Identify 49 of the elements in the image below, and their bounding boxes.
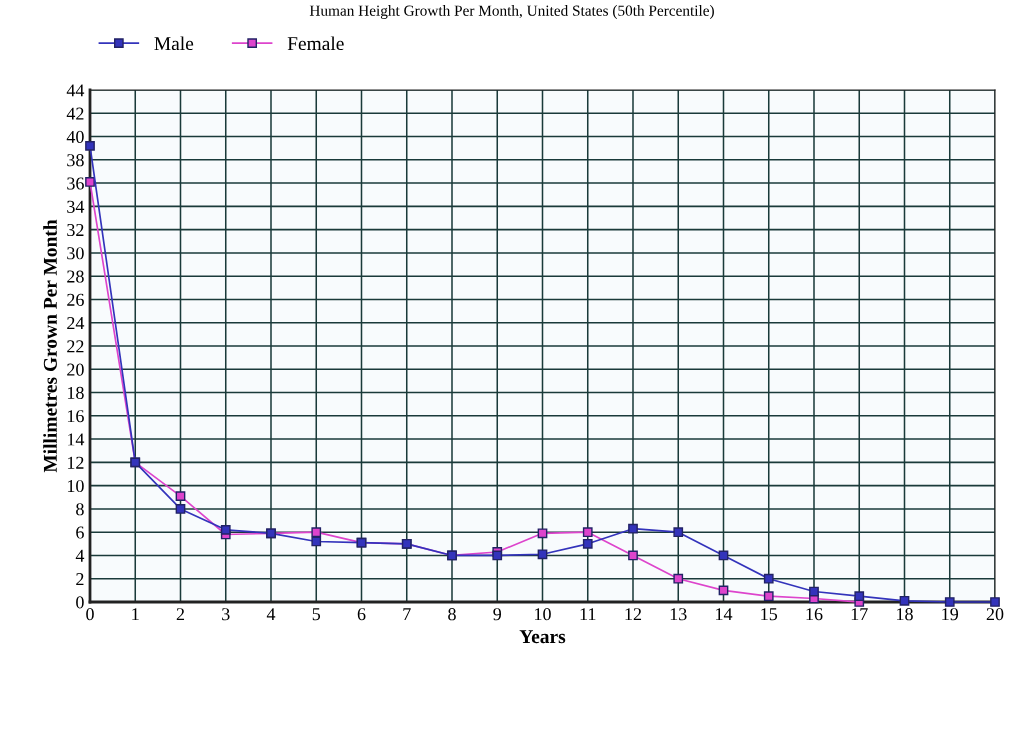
x-tick-label: 4 xyxy=(266,608,276,621)
x-tick-label: 8 xyxy=(448,608,456,621)
x-tick-label: 1 xyxy=(132,608,139,621)
x-tick-label: 5 xyxy=(312,608,321,621)
y-tick-label: 20 xyxy=(67,363,84,376)
x-tick-label: 0 xyxy=(86,608,94,621)
x-tick-label: 20 xyxy=(986,608,1004,621)
y-tick-label: 24 xyxy=(67,317,85,329)
y-tick-label: 8 xyxy=(76,503,84,516)
y-tick-label: 6 xyxy=(76,526,84,539)
y-tick-label: 32 xyxy=(67,223,84,237)
y-tick-label: 26 xyxy=(67,293,84,306)
x-tick-label: 14 xyxy=(716,608,733,621)
chart-title: Human Height Growth Per Month, United States (50th Percentile) xyxy=(309,5,714,19)
x-tick-label: 6 xyxy=(357,608,366,621)
x-tick-label: 15 xyxy=(761,608,778,621)
x-tick-label: 3 xyxy=(222,608,230,621)
y-tick-label: 22 xyxy=(67,340,84,353)
x-tick-label: 2 xyxy=(176,608,185,621)
y-tick-label: 38 xyxy=(67,154,84,167)
y-tick-label: 42 xyxy=(66,107,84,120)
x-tick-label: 18 xyxy=(897,608,913,621)
y-tick-label: 4 xyxy=(75,549,85,562)
y-tick-label: 40 xyxy=(66,130,84,143)
legend-label: Female xyxy=(287,36,344,51)
x-tick-label: 7 xyxy=(403,608,411,621)
y-tick-label: 16 xyxy=(67,410,84,423)
y-tick-label: 30 xyxy=(67,247,84,260)
x-tick-label: 10 xyxy=(535,608,551,621)
x-axis-title: Years xyxy=(519,630,566,644)
y-tick-label: 18 xyxy=(67,386,84,399)
y-tick-label: 12 xyxy=(67,456,84,469)
y-tick-label: 10 xyxy=(67,479,84,493)
y-tick-label: 44 xyxy=(66,84,85,97)
y-axis-title: Millimetres Grown Per Month xyxy=(43,219,57,473)
y-tick-label: 36 xyxy=(67,177,84,190)
x-tick-label: 16 xyxy=(806,608,823,621)
x-tick-label: 17 xyxy=(851,608,868,621)
x-tick-label: 19 xyxy=(942,608,959,621)
y-tick-label: 14 xyxy=(67,433,85,446)
y-tick-label: 2 xyxy=(76,573,84,585)
x-tick-label: 9 xyxy=(493,608,502,621)
x-tick-label: 12 xyxy=(625,608,642,621)
legend-label: Male xyxy=(154,36,194,51)
y-tick-label: 0 xyxy=(76,596,84,609)
y-tick-label: 34 xyxy=(67,200,85,213)
x-tick-label: 13 xyxy=(670,608,687,621)
y-tick-label: 28 xyxy=(67,270,84,283)
x-tick-label: 11 xyxy=(580,608,596,621)
